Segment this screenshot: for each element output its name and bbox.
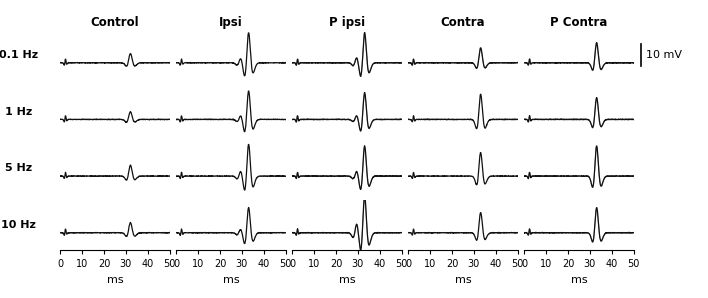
X-axis label: ms: ms: [338, 275, 355, 285]
X-axis label: ms: ms: [455, 275, 472, 285]
Text: 10 mV: 10 mV: [646, 50, 682, 60]
Y-axis label: 1 Hz: 1 Hz: [5, 107, 32, 117]
Title: Contra: Contra: [440, 15, 485, 29]
X-axis label: ms: ms: [571, 275, 587, 285]
X-axis label: ms: ms: [107, 275, 123, 285]
Title: P Contra: P Contra: [550, 15, 607, 29]
Title: P ipsi: P ipsi: [329, 15, 365, 29]
Title: Ipsi: Ipsi: [219, 15, 243, 29]
Y-axis label: 0.1 Hz: 0.1 Hz: [0, 50, 38, 60]
Y-axis label: 5 Hz: 5 Hz: [5, 163, 32, 173]
Title: Control: Control: [91, 15, 139, 29]
X-axis label: ms: ms: [222, 275, 239, 285]
Y-axis label: 10 Hz: 10 Hz: [1, 220, 36, 230]
